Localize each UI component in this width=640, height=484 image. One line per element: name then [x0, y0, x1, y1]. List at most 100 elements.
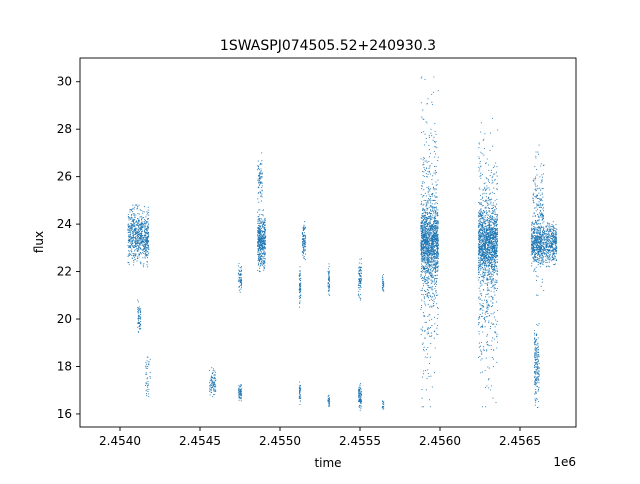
data-point	[299, 285, 301, 287]
data-point	[432, 299, 434, 302]
data-point	[421, 260, 423, 262]
data-point	[425, 245, 427, 247]
data-point	[138, 221, 140, 223]
data-point	[144, 234, 146, 236]
data-point	[488, 274, 490, 276]
data-point	[420, 263, 423, 265]
data-point	[485, 188, 487, 190]
data-point	[212, 393, 215, 395]
data-point	[299, 300, 301, 302]
data-point	[431, 289, 433, 291]
data-point	[138, 234, 140, 236]
data-point	[478, 296, 480, 298]
data-point	[436, 235, 438, 237]
data-point	[240, 279, 242, 281]
data-point	[132, 236, 134, 238]
data-point	[360, 298, 362, 300]
data-point	[436, 244, 438, 246]
data-point	[298, 276, 300, 278]
data-point	[264, 240, 266, 242]
data-point	[130, 240, 132, 242]
data-point	[304, 248, 306, 250]
data-point	[478, 221, 480, 223]
data-point	[432, 245, 434, 247]
data-point	[129, 253, 131, 255]
data-point	[262, 233, 264, 235]
data-point	[262, 209, 264, 212]
data-point	[358, 388, 361, 390]
data-point	[144, 250, 146, 253]
data-point	[145, 227, 148, 230]
data-point	[424, 248, 426, 250]
data-point	[145, 390, 147, 392]
data-point	[491, 245, 494, 248]
data-point	[426, 217, 428, 219]
data-point	[328, 405, 330, 407]
data-point	[423, 221, 425, 223]
data-point	[302, 246, 304, 248]
data-point	[431, 261, 433, 263]
data-point	[437, 224, 439, 226]
data-point	[489, 228, 491, 230]
data-point	[239, 279, 241, 282]
data-point	[437, 212, 439, 214]
data-point	[425, 223, 427, 225]
data-point	[432, 289, 434, 291]
data-point	[257, 211, 259, 213]
data-point	[478, 236, 480, 238]
data-point	[139, 226, 141, 228]
data-point	[139, 239, 141, 241]
data-point	[434, 226, 436, 228]
data-point	[486, 344, 488, 346]
data-point	[435, 184, 437, 186]
data-point	[134, 244, 136, 246]
data-point	[480, 228, 482, 230]
data-point	[422, 212, 424, 214]
data-point	[492, 145, 494, 147]
data-point	[427, 222, 429, 224]
data-point	[428, 206, 430, 208]
data-point	[259, 176, 261, 179]
data-point	[303, 226, 305, 229]
data-point	[495, 208, 498, 210]
data-point	[493, 267, 495, 269]
data-point	[434, 277, 437, 279]
data-point	[430, 286, 432, 288]
data-point	[357, 287, 359, 289]
data-point	[480, 233, 483, 235]
data-point	[435, 206, 438, 208]
data-point	[430, 263, 432, 265]
data-point	[479, 298, 481, 300]
data-point	[492, 226, 494, 229]
data-point	[478, 252, 480, 255]
data-point	[482, 270, 484, 272]
data-point	[489, 237, 491, 239]
data-point	[383, 290, 385, 292]
data-point	[148, 214, 150, 216]
data-point	[382, 400, 384, 402]
data-point	[327, 268, 329, 270]
data-point	[437, 333, 439, 336]
data-point	[426, 295, 428, 297]
data-point	[491, 270, 493, 272]
data-point	[423, 203, 425, 205]
data-point	[146, 226, 149, 228]
data-point	[145, 381, 147, 383]
data-point	[421, 188, 423, 190]
data-point	[142, 210, 144, 212]
data-point	[431, 235, 433, 237]
data-point	[261, 239, 263, 241]
data-point	[132, 264, 134, 266]
data-point	[430, 212, 432, 214]
data-point	[143, 248, 145, 250]
data-point	[480, 208, 482, 210]
data-point	[240, 393, 242, 395]
data-point	[482, 219, 484, 221]
data-point	[425, 270, 427, 272]
data-point	[260, 168, 262, 170]
data-point	[260, 231, 262, 233]
data-point	[132, 231, 134, 233]
data-point	[238, 395, 240, 398]
data-point	[146, 230, 148, 232]
data-point	[262, 254, 264, 256]
